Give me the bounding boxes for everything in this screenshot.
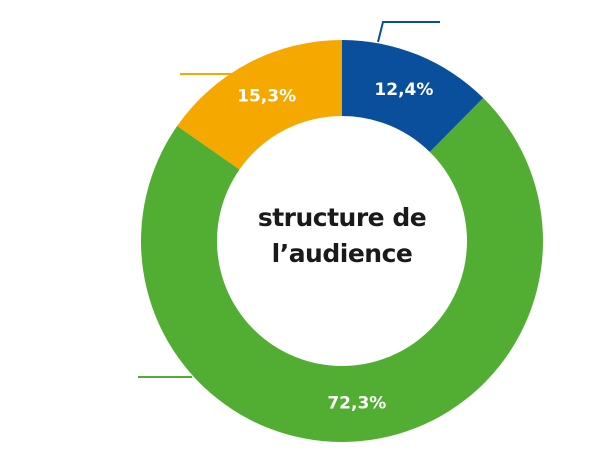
- donut-slice: [177, 40, 342, 170]
- chart-title: structure de l’audience: [257, 203, 427, 268]
- value-label: 72,3%: [327, 393, 386, 413]
- value-label: 12,4%: [374, 80, 433, 100]
- leader-line: [377, 21, 440, 43]
- donut-slice: [342, 40, 484, 153]
- value-label: 15,3%: [237, 86, 296, 106]
- donut-slice: [140, 97, 544, 442]
